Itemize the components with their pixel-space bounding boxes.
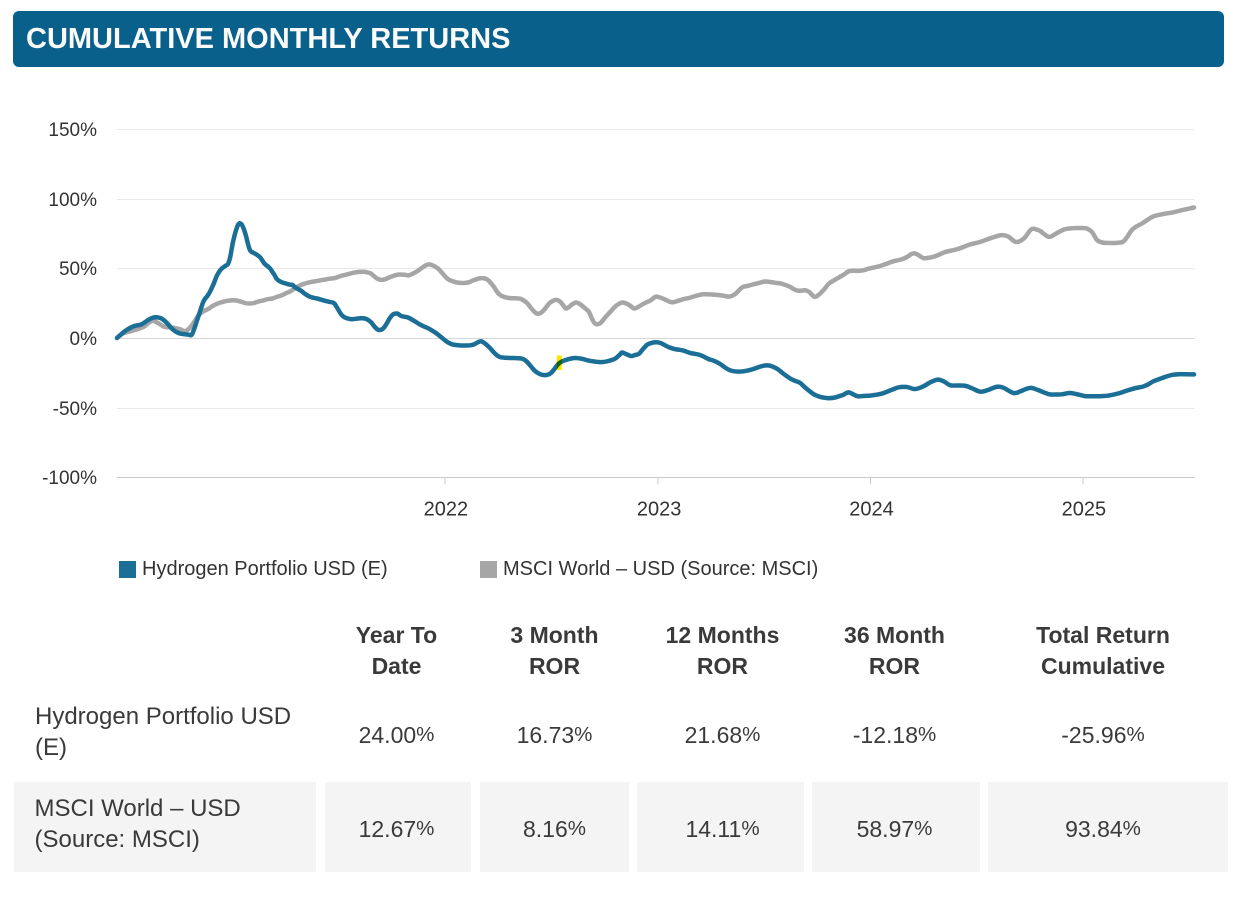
- svg-text:2023: 2023: [637, 499, 682, 521]
- svg-text:-50%: -50%: [53, 399, 97, 420]
- svg-text:100%: 100%: [48, 190, 97, 211]
- svg-text:2025: 2025: [1062, 499, 1107, 521]
- svg-text:2022: 2022: [424, 499, 469, 521]
- svg-text:2024: 2024: [849, 499, 894, 521]
- svg-text:150%: 150%: [48, 120, 97, 141]
- svg-text:-100%: -100%: [42, 468, 97, 489]
- svg-text:50%: 50%: [59, 259, 97, 280]
- svg-text:0%: 0%: [70, 329, 98, 350]
